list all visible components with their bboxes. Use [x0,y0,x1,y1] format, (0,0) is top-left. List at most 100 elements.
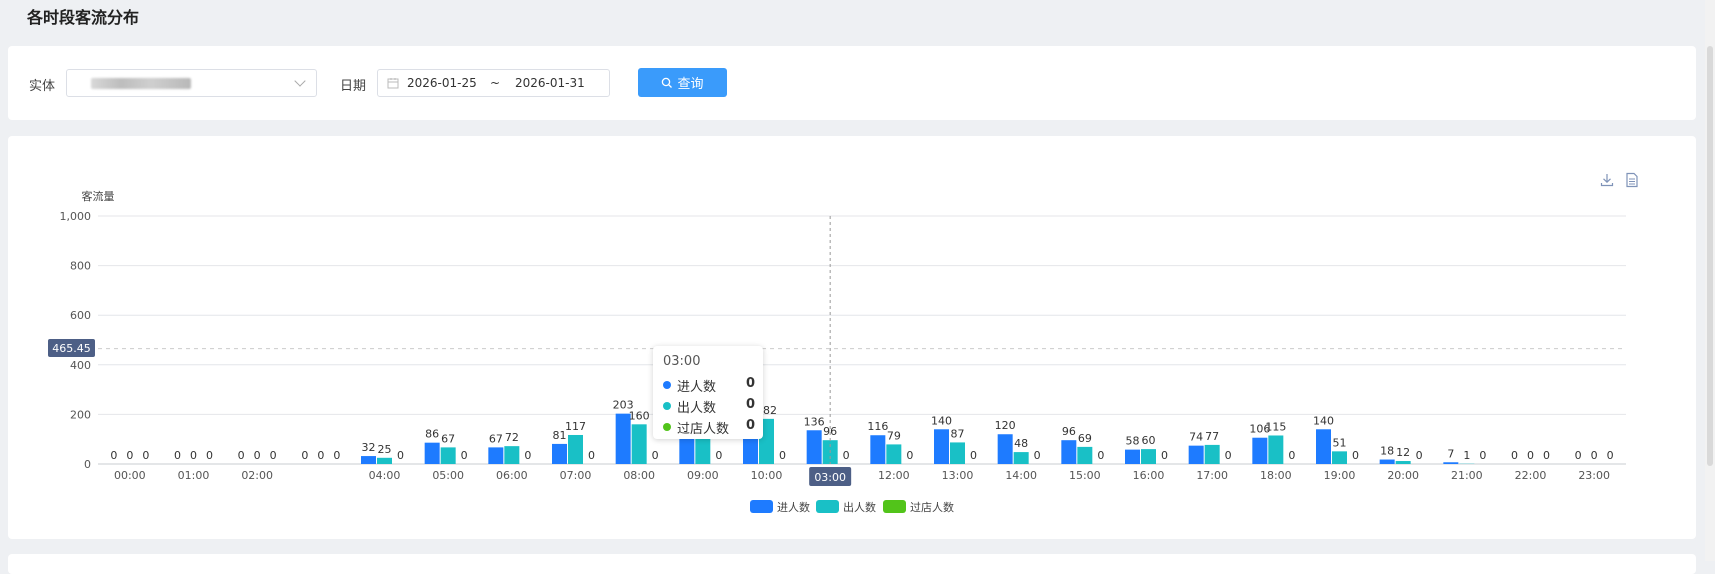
bar[interactable] [1380,460,1395,464]
bar[interactable] [1014,452,1029,464]
tooltip-row: 过店人数 0 [663,418,755,436]
bar-value-label: 140 [931,414,952,427]
legend-label[interactable]: 出人数 [843,500,876,514]
tooltip-series-value: 0 [746,376,755,391]
bar[interactable] [425,443,440,464]
bar-value-label: 0 [1527,449,1534,462]
x-tick-label: 02:00 [241,469,273,482]
bar[interactable] [1443,462,1458,464]
bar-value-label: 0 [1575,449,1582,462]
x-tick-label: 06:00 [496,469,528,482]
bar-value-label: 115 [1265,420,1286,433]
bar-value-label: 0 [142,449,149,462]
page-scrollbar[interactable] [1705,0,1715,561]
bar[interactable] [1268,435,1283,464]
bar-value-label: 48 [1014,437,1028,450]
legend-swatch[interactable] [883,500,906,513]
legend-label[interactable]: 过店人数 [910,500,954,514]
bar-value-label: 60 [1142,434,1156,447]
bar[interactable] [504,446,519,464]
bar[interactable] [377,458,392,464]
y-tick-label: 600 [70,309,91,322]
bar-value-label: 12 [1396,446,1410,459]
x-tick-label: 04:00 [369,469,401,482]
bar[interactable] [870,435,885,464]
bar[interactable] [1252,438,1267,464]
bar-value-label: 87 [951,427,965,440]
tooltip-series-value: 0 [746,418,755,433]
x-tick-label: 16:00 [1133,469,1165,482]
bar[interactable] [441,447,456,464]
y-tick-label: 800 [70,260,91,273]
bar[interactable] [950,442,965,464]
bar[interactable] [488,447,503,464]
chart-legend[interactable]: 进人数 出人数 过店人数 [750,500,954,514]
bar[interactable] [1205,445,1220,464]
x-tick-label: 20:00 [1387,469,1419,482]
x-tick-label: 09:00 [687,469,719,482]
bar[interactable] [361,456,376,464]
bar-value-label: 0 [1288,449,1295,462]
legend-swatch[interactable] [750,500,773,513]
bar[interactable] [1396,461,1411,464]
bar[interactable] [1061,440,1076,464]
y-axis-title: 客流量 [82,189,115,203]
bar-value-label: 0 [317,449,324,462]
bar-value-label: 0 [461,449,468,462]
tooltip-series-name: 过店人数 [677,418,729,437]
bar[interactable] [552,444,567,464]
bar[interactable] [934,429,949,464]
crosshair-y-value: 465.45 [52,342,91,355]
y-tick-label: 1,000 [60,210,92,223]
bar[interactable] [1077,447,1092,464]
crosshair-x-badge: 03:00 [809,467,851,486]
bar-value-label: 58 [1126,435,1140,448]
bar-value-label: 0 [1161,449,1168,462]
bar-value-label: 140 [1313,414,1334,427]
y-tick-label: 200 [70,408,91,421]
bar-value-label: 0 [524,449,531,462]
y-tick-label: 400 [70,359,91,372]
x-tick-label: 07:00 [560,469,592,482]
grid-lines [98,216,1626,464]
crosshair-y-badge: 465.45 [48,339,95,357]
x-tick-label: 22:00 [1515,469,1547,482]
bar-value-label: 0 [588,449,595,462]
bar-value-label: 0 [270,449,277,462]
scrollbar-thumb[interactable] [1707,46,1713,466]
x-tick-label: 12:00 [878,469,910,482]
x-tick-label: 05:00 [432,469,464,482]
bar-value-label: 0 [1511,449,1518,462]
bar[interactable] [632,424,647,464]
legend-label[interactable]: 进人数 [777,501,810,514]
bar[interactable] [998,434,1013,464]
chart-tooltip: 03:00 进人数 0 出人数 0 过店人数 0 [653,346,763,439]
bar[interactable] [1125,450,1140,464]
bar-value-label: 72 [505,431,519,444]
bar-value-label: 86 [425,428,439,441]
bar-value-label: 51 [1333,436,1347,449]
bar[interactable] [1332,451,1347,464]
bar[interactable] [1316,429,1331,464]
tooltip-series-name: 出人数 [677,397,716,416]
bar-value-label: 0 [126,449,133,462]
bar-value-label: 0 [254,449,261,462]
bar[interactable] [807,430,822,464]
bar-value-label: 0 [301,449,308,462]
bar[interactable] [1141,449,1156,464]
bar[interactable] [568,435,583,464]
x-tick-label: 21:00 [1451,469,1483,482]
bar-value-label: 74 [1189,431,1203,444]
bar[interactable] [1189,446,1204,464]
x-tick-label: 15:00 [1069,469,1101,482]
x-tick-label: 13:00 [942,469,974,482]
bar-value-label: 67 [441,432,455,445]
bar-value-label: 0 [110,449,117,462]
series-dot-icon [663,423,671,431]
bar-value-label: 0 [652,449,659,462]
bar[interactable] [886,444,901,464]
legend-swatch[interactable] [816,500,839,513]
tooltip-series-value: 0 [746,397,755,412]
